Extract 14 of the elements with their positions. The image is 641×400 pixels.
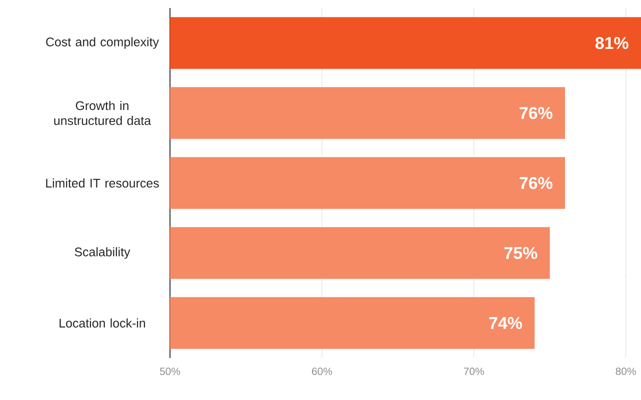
y-tick-label: Scalability (74, 247, 130, 259)
data-label: 76% (520, 107, 552, 120)
data-label: 81% (595, 37, 628, 50)
data-label: 75% (504, 247, 538, 259)
data-label: 74% (489, 317, 522, 329)
x-tick-label: 50% (160, 368, 180, 376)
x-tick-label: 80% (616, 368, 636, 376)
y-tick-label: Growth in unstructured data (54, 100, 152, 126)
y-tick-label: Location lock-in (60, 318, 145, 328)
x-tick-label: 60% (312, 368, 332, 376)
x-tick-label: 70% (464, 368, 484, 376)
y-tick-label: Limited IT resources (46, 178, 159, 188)
y-tick-label: Cost and complexity (46, 37, 159, 49)
data-label: 76% (520, 177, 552, 190)
